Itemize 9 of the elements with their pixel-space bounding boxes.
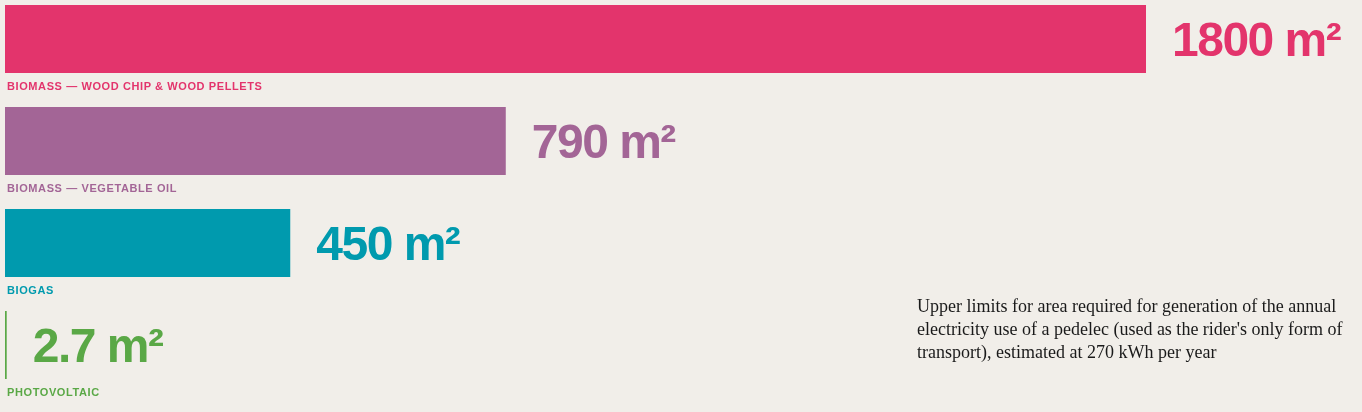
data-label: 790 m² [531, 115, 676, 169]
data-label: 1800 m² [1172, 13, 1341, 67]
data-label: 2.7 m² [32, 319, 163, 373]
annotation: Upper limits for area required for generation of the annual electricity use of a pedelec (used as the rider's only form of transport), estimated at 270 kWh per year [917, 295, 1344, 364]
y-tick-label: PHOTOVOLTAIC [7, 386, 100, 398]
y-tick-label: BIOGAS [7, 284, 54, 296]
data-label: 450 m² [316, 217, 460, 271]
y-tick-label: BIOMASS — VEGETABLE OIL [7, 182, 178, 194]
y-tick-label: BIOMASS — WOOD CHIP & WOOD PELLETS [7, 80, 263, 92]
